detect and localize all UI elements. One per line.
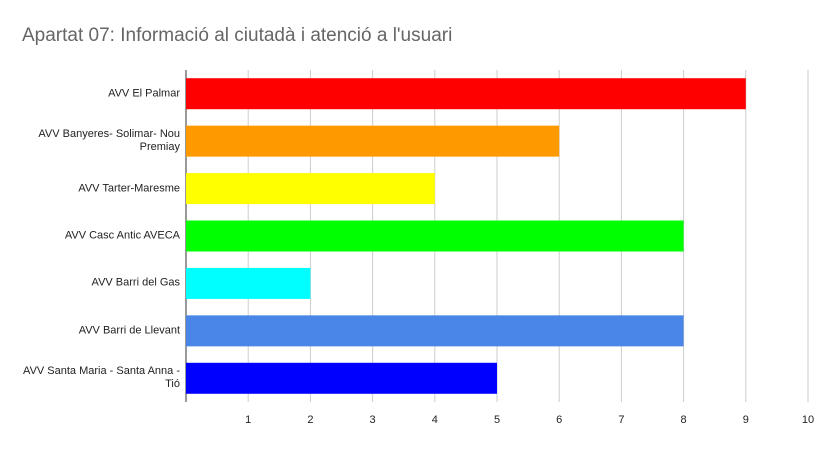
y-tick-label: AVV Santa Maria - Santa Anna - Tió <box>23 365 180 391</box>
x-tick-label: 8 <box>681 414 687 426</box>
bar <box>186 125 560 157</box>
chart-title: Apartat 07: Informació al ciutadà i aten… <box>22 25 452 46</box>
bar <box>186 267 311 299</box>
y-tick-label: AVV Banyeres- Solimar- Nou Premiay <box>38 128 180 154</box>
x-tick-label: 9 <box>743 414 749 426</box>
x-tick-label: 1 <box>245 414 251 426</box>
bar <box>186 78 746 110</box>
y-tick-label: AVV El Palmar <box>108 87 180 100</box>
x-tick-label: 7 <box>618 414 624 426</box>
bar <box>186 315 684 347</box>
y-tick-label: AVV Barri del Gas <box>91 276 180 289</box>
y-tick-label: AVV Barri de Llevant <box>78 324 180 337</box>
y-tick-label: AVV Tarter-Maresme <box>78 182 180 195</box>
x-tick-label: 3 <box>370 414 376 426</box>
y-tick-label: AVV Casc Antic AVECA <box>64 229 180 242</box>
x-tick-label: 2 <box>307 414 313 426</box>
bar <box>186 362 497 394</box>
x-tick-label: 10 <box>802 414 814 426</box>
x-tick-label: 6 <box>556 414 562 426</box>
bar <box>186 173 435 205</box>
x-tick-label: 5 <box>494 414 500 426</box>
x-tick-label: 4 <box>432 414 438 426</box>
bar <box>186 220 684 252</box>
